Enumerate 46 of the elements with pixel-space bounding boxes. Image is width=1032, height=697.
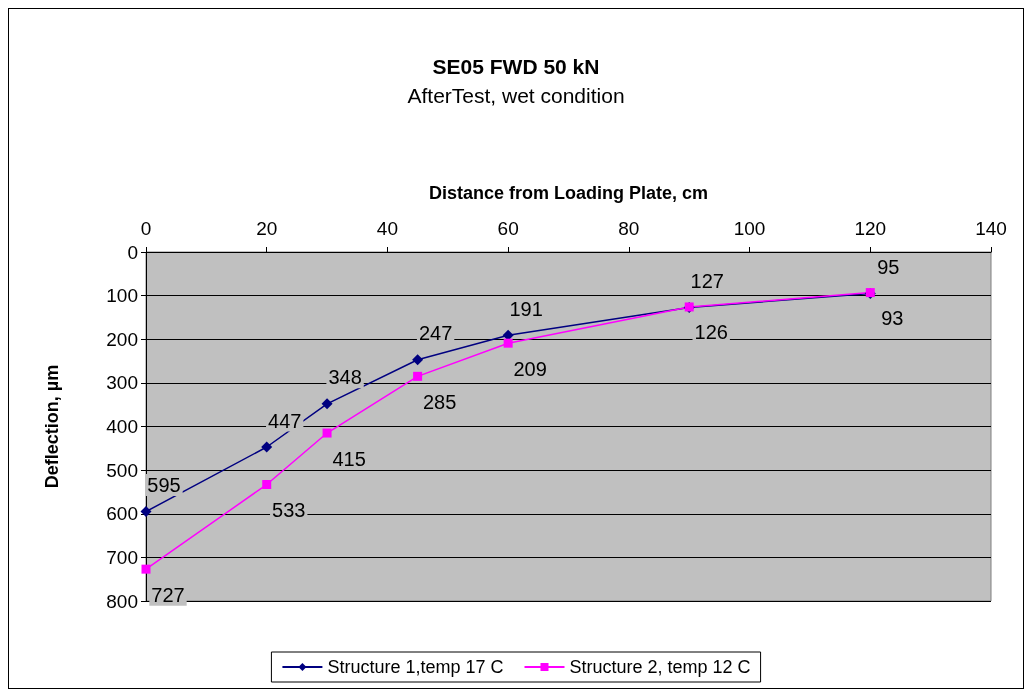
y-tick-label: 100 — [106, 285, 138, 307]
data-label: 127 — [690, 269, 724, 292]
data-label: 209 — [513, 357, 547, 380]
x-axis-title: Distance from Loading Plate, cm — [428, 183, 709, 203]
point — [140, 506, 152, 518]
x-tick-label: 120 — [854, 218, 887, 239]
chart-title: SE05 FWD 50 kN — [432, 55, 600, 78]
y-tick-label: 400 — [106, 416, 138, 437]
data-label: 285 — [422, 390, 457, 413]
data-label: 348 — [328, 366, 362, 389]
x-tick-label: 20 — [256, 218, 278, 239]
y-tick-label: 600 — [106, 503, 138, 525]
y-axis-title: Deflection, µm — [42, 364, 62, 489]
point — [262, 480, 272, 490]
point — [503, 338, 513, 348]
point — [413, 371, 423, 381]
point — [321, 398, 333, 410]
data-label: 95 — [877, 255, 900, 278]
x-tick-label: 140 — [975, 218, 1007, 239]
chart-subtitle: AfterTest, wet condition — [407, 84, 625, 107]
data-label: 191 — [509, 297, 543, 320]
legend-label: Structure 2, temp 12 C — [569, 657, 751, 677]
data-label: 126 — [694, 321, 728, 344]
y-tick-label: 500 — [106, 459, 138, 481]
y-tick-label: 700 — [106, 546, 138, 568]
data-label: 533 — [272, 499, 306, 522]
x-tick-label: 60 — [497, 218, 519, 239]
point — [261, 441, 273, 453]
y-tick-label: 0 — [127, 241, 138, 263]
point — [141, 564, 151, 574]
data-label: 247 — [418, 322, 453, 345]
data-label: 93 — [881, 307, 904, 330]
data-label: 595 — [147, 474, 181, 497]
data-label: 447 — [268, 409, 302, 432]
y-tick-label: 300 — [106, 372, 138, 394]
point — [322, 428, 332, 438]
x-tick-label: 40 — [376, 218, 398, 239]
y-tick-label: 800 — [106, 590, 138, 612]
x-tick-label: 100 — [733, 218, 766, 239]
legend-label: Structure 1,temp 17 C — [327, 657, 504, 677]
x-tick-label: 80 — [618, 218, 640, 239]
data-label: 727 — [151, 583, 185, 606]
point — [412, 354, 424, 366]
y-tick-label: 200 — [106, 328, 138, 350]
data-label: 415 — [332, 447, 366, 470]
x-tick-label: 0 — [140, 218, 152, 239]
